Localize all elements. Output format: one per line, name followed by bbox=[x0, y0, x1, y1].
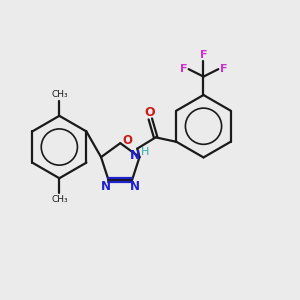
Text: O: O bbox=[123, 134, 133, 147]
Text: F: F bbox=[200, 50, 207, 60]
Text: O: O bbox=[144, 106, 155, 119]
Text: N: N bbox=[130, 180, 140, 194]
Text: N: N bbox=[130, 149, 140, 162]
Text: F: F bbox=[179, 64, 187, 74]
Text: F: F bbox=[220, 64, 227, 74]
Text: CH₃: CH₃ bbox=[52, 195, 68, 204]
Text: N: N bbox=[100, 180, 110, 194]
Text: H: H bbox=[141, 147, 150, 157]
Text: CH₃: CH₃ bbox=[52, 90, 68, 99]
